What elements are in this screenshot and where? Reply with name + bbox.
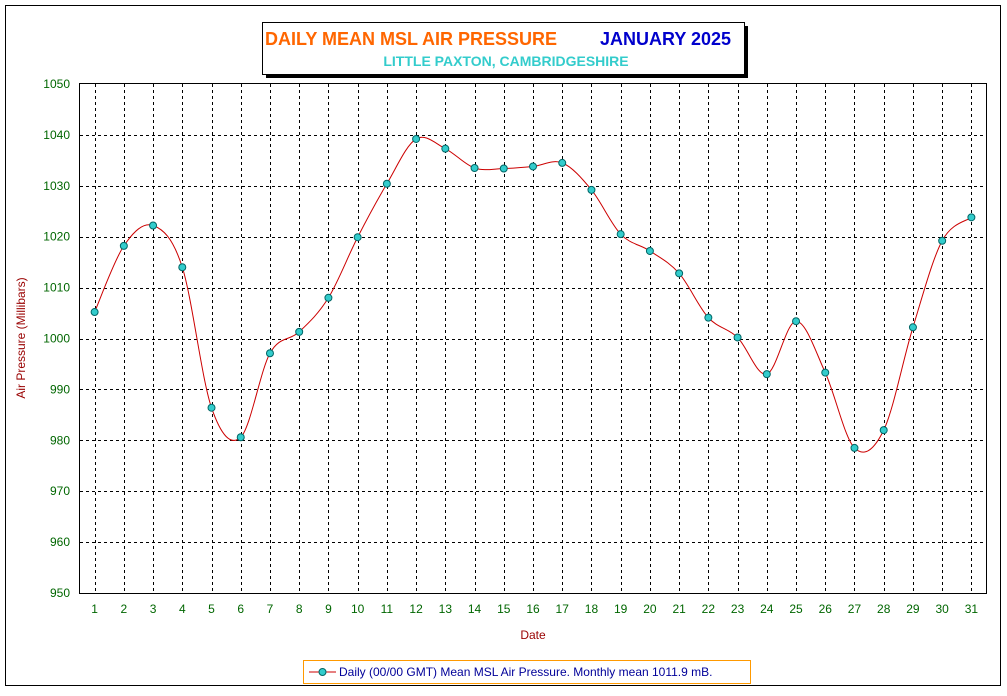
data-point [792, 317, 801, 326]
x-tick-label: 20 [643, 602, 657, 616]
data-point [265, 349, 274, 358]
y-tick-label: 970 [50, 484, 70, 498]
legend-marker [318, 668, 327, 676]
y-tick-labels: 950 960 970 980 990 1000 1010 1020 1030 1040 1050 [43, 77, 70, 600]
x-tick-label: 6 [237, 602, 244, 616]
data-point [412, 134, 421, 143]
x-tick-label: 15 [497, 602, 511, 616]
x-tick-label: 1 [91, 602, 98, 616]
data-point [645, 246, 654, 255]
data-point [587, 185, 596, 194]
data-point [908, 323, 917, 332]
legend-label: Daily (00/00 GMT) Mean MSL Air Pressure.… [339, 665, 712, 679]
y-axis-label: Air Pressure (Millibars) [14, 277, 28, 398]
data-point [704, 313, 713, 322]
x-tick-label: 17 [556, 602, 570, 616]
title-box [262, 22, 745, 75]
x-tick-label: 22 [702, 602, 716, 616]
x-tick-label: 9 [325, 602, 332, 616]
data-point [529, 162, 537, 171]
data-point [733, 333, 742, 342]
x-tick-label: 14 [468, 602, 482, 616]
data-point [675, 269, 684, 278]
x-tick-label: 31 [965, 602, 979, 616]
grid-layer [80, 84, 986, 593]
y-tick-label: 1020 [43, 230, 70, 244]
data-point [382, 179, 391, 188]
data-point [499, 164, 508, 173]
data-point [850, 443, 859, 452]
y-tick-label: 1030 [43, 179, 70, 193]
x-tick-label: 13 [439, 602, 453, 616]
y-tick-label: 1050 [43, 77, 70, 91]
x-tick-label: 4 [179, 602, 186, 616]
x-tick-label: 2 [120, 602, 127, 616]
x-tick-label: 23 [731, 602, 745, 616]
chart-subtitle: LITTLE PAXTON, CAMBRIDGESHIRE [383, 53, 628, 69]
x-tick-label: 3 [150, 602, 157, 616]
data-point [119, 241, 128, 250]
data-point [558, 158, 567, 167]
x-tick-label: 28 [877, 602, 891, 616]
x-tick-label: 26 [819, 602, 833, 616]
x-tick-label: 21 [672, 602, 686, 616]
x-tick-label: 29 [906, 602, 920, 616]
y-tick-label: 980 [50, 433, 70, 447]
x-tick-labels: 1 2 3 4 5 6 7 8 9 10 11 12 13 14 15 16 17 18 19 20 21 22 23 24 2… [91, 602, 978, 616]
data-point [236, 433, 245, 442]
data-point [441, 144, 450, 153]
x-tick-label: 7 [267, 602, 274, 616]
x-tick-label: 16 [526, 602, 540, 616]
y-tick-label: 990 [50, 382, 70, 396]
data-point [207, 403, 216, 412]
x-axis-label: Date [520, 628, 546, 642]
x-tick-label: 10 [351, 602, 365, 616]
data-point [938, 236, 947, 245]
data-point [324, 293, 333, 302]
data-point [616, 230, 625, 239]
x-tick-label: 12 [409, 602, 423, 616]
data-point [295, 327, 304, 336]
x-tick-label: 5 [208, 602, 215, 616]
x-tick-label: 30 [935, 602, 949, 616]
data-point [470, 163, 479, 172]
data-point [821, 368, 830, 377]
x-tick-label: 11 [381, 602, 394, 616]
data-point [353, 233, 362, 242]
x-tick-label: 19 [614, 602, 628, 616]
chart-title: DAILY MEAN MSL AIR PRESSURE [265, 29, 557, 49]
y-tick-label: 950 [50, 586, 70, 600]
data-point [178, 263, 187, 272]
series-layer [90, 134, 976, 453]
y-tick-label: 1040 [43, 128, 70, 142]
data-point [762, 370, 771, 379]
y-tick-label: 1000 [43, 332, 70, 346]
data-point [879, 426, 888, 435]
data-point [967, 213, 976, 222]
x-tick-label: 18 [585, 602, 599, 616]
x-tick-label: 25 [789, 602, 803, 616]
x-tick-label: 8 [296, 602, 303, 616]
legend-box [303, 660, 751, 684]
chart-period: JANUARY 2025 [600, 29, 731, 49]
data-point [90, 308, 99, 317]
y-tick-label: 960 [50, 535, 70, 549]
data-point [149, 221, 158, 230]
y-tick-label: 1010 [43, 281, 70, 295]
x-tick-label: 27 [848, 602, 862, 616]
x-tick-label: 24 [760, 602, 774, 616]
